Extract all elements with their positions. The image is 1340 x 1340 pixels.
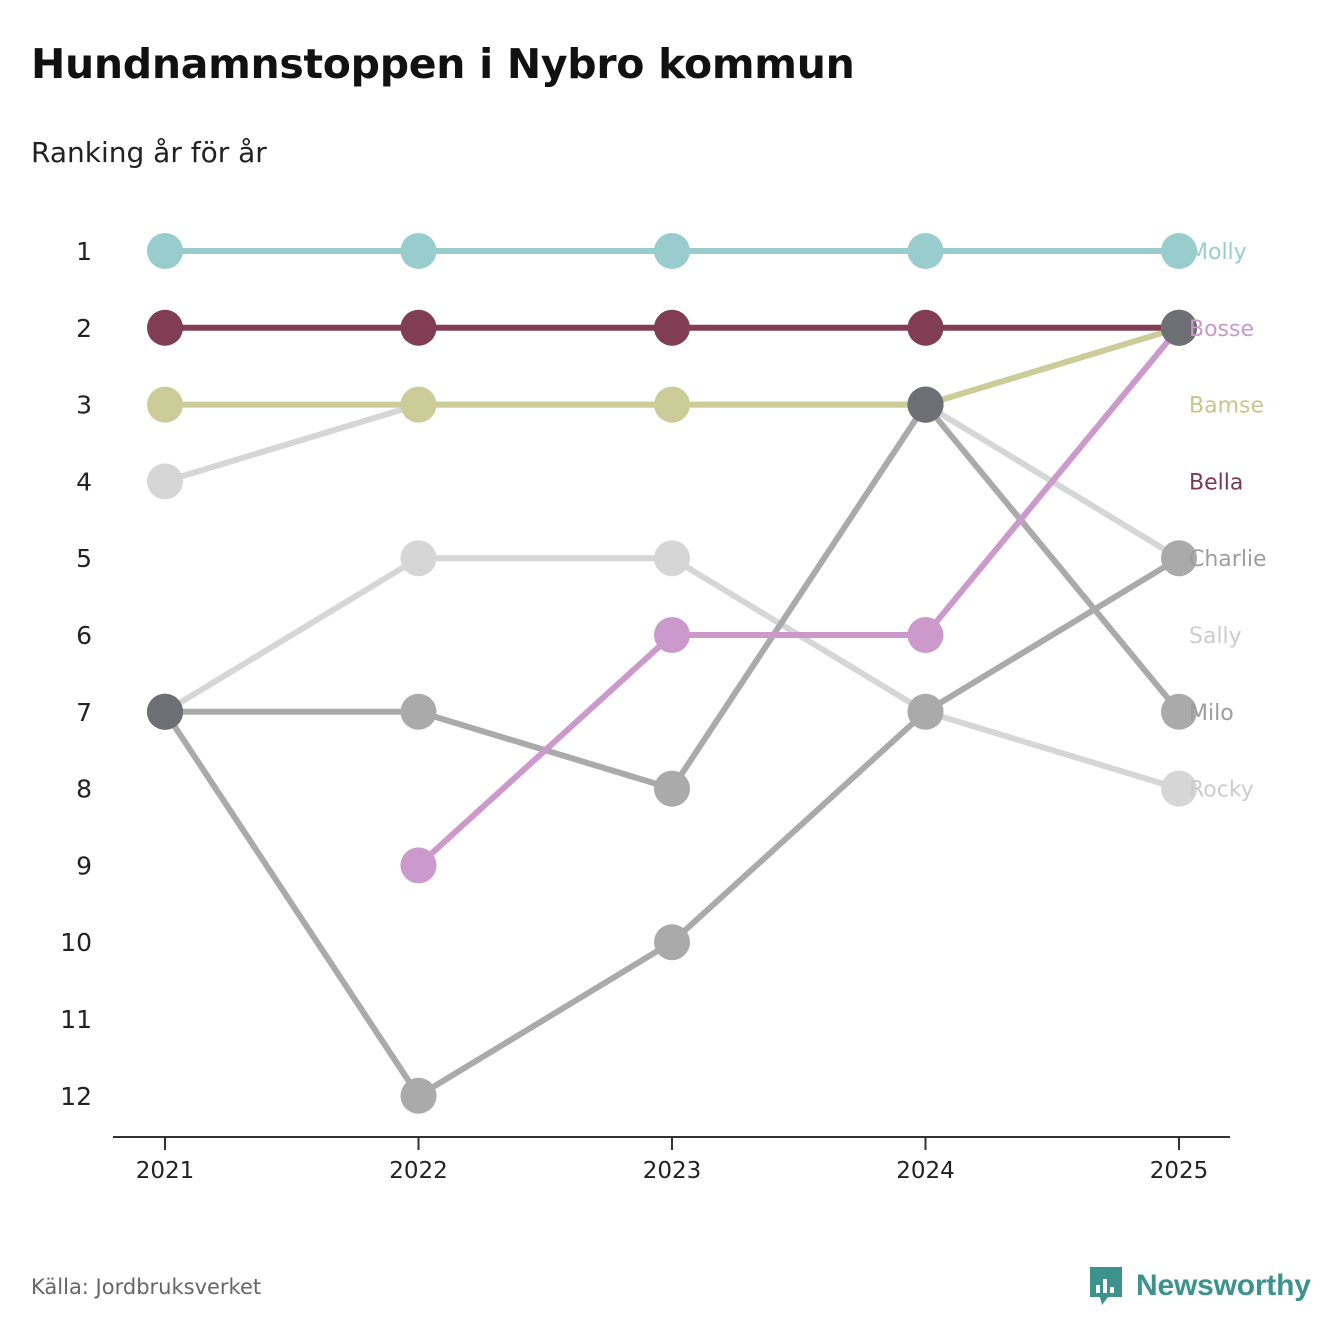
data-point-milo (400, 693, 437, 730)
data-point-milo (147, 693, 183, 730)
series-lines (162, 248, 1182, 1099)
data-point-molly (1161, 233, 1197, 269)
chart-subtitle: Ranking år för år (31, 136, 267, 169)
y-tick-label: 11 (60, 1005, 92, 1034)
x-tick-label: 2022 (389, 1158, 448, 1184)
y-tick-label: 9 (76, 851, 92, 880)
x-tick-label: 2021 (136, 1158, 195, 1184)
chart-title: Hundnamnstoppen i Nybro kommun (31, 40, 855, 88)
series-label-rocky: Rocky (1189, 778, 1254, 803)
series-label-sally: Sally (1189, 624, 1242, 649)
series-labels: Molly Bosse Bamse Bella Charlie Sally Milo Rock… (1189, 240, 1267, 803)
data-point-rocky (400, 540, 437, 577)
data-point-bosse (400, 847, 437, 884)
source-note: Källa: Jordbruksverket (31, 1275, 262, 1299)
data-point-bosse (907, 617, 944, 653)
data-point-molly (147, 233, 183, 269)
data-point-bella (1161, 309, 1197, 346)
y-tick-label: 6 (76, 621, 92, 650)
data-point-rocky (1161, 770, 1197, 807)
data-point-bella (400, 309, 437, 346)
data-point-charlie (654, 924, 690, 961)
series-label-bamse: Bamse (1189, 394, 1264, 419)
series-label-bella: Bella (1189, 470, 1243, 495)
data-point-sally (147, 463, 183, 500)
y-tick-label: 2 (76, 314, 92, 343)
y-tick-label: 4 (76, 467, 92, 496)
data-point-bamse (147, 386, 183, 423)
data-point-bella (654, 309, 690, 346)
data-point-charlie (1161, 540, 1197, 577)
y-tick-label: 7 (76, 698, 92, 727)
newsworthy-brand[interactable]: Newsworthy (1088, 1265, 1311, 1307)
series-label-charlie: Charlie (1189, 547, 1267, 572)
series-line-rocky (162, 555, 1182, 792)
data-point-milo (654, 770, 690, 807)
data-point-molly (907, 233, 944, 269)
y-tick-label: 3 (76, 391, 92, 420)
x-tick-label: 2023 (643, 1158, 702, 1184)
data-point-molly (654, 233, 690, 269)
data-point-bamse (400, 386, 437, 423)
data-point-bella (907, 309, 944, 346)
x-axis: 2021 2022 2023 2024 2025 (113, 1136, 1230, 1184)
x-tick-label: 2025 (1150, 1158, 1209, 1184)
y-tick-label: 8 (76, 775, 92, 804)
y-tick-label: 5 (76, 544, 92, 573)
y-tick-label: 10 (60, 928, 92, 957)
series-points (147, 233, 1197, 1114)
data-point-charlie (907, 693, 944, 730)
series-label-bosse: Bosse (1189, 317, 1254, 342)
y-tick-label: 12 (60, 1082, 92, 1111)
newsworthy-logo-icon (1090, 1267, 1122, 1305)
data-point-bamse (907, 386, 944, 423)
series-label-milo: Milo (1189, 701, 1234, 726)
brand-name: Newsworthy (1136, 1269, 1311, 1302)
data-point-milo (1161, 693, 1197, 730)
data-point-charlie (400, 1077, 437, 1114)
data-point-molly (400, 233, 437, 269)
series-line-sally (162, 401, 1182, 562)
data-point-bosse (654, 617, 690, 653)
y-tick-label: 1 (76, 237, 92, 266)
series-label-molly: Molly (1189, 240, 1247, 265)
data-point-bella (147, 309, 183, 346)
series-line-bosse (415, 324, 1182, 869)
data-point-rocky (654, 540, 690, 577)
series-line-milo (162, 401, 1182, 792)
data-point-bamse (654, 386, 690, 423)
x-tick-label: 2024 (896, 1158, 955, 1184)
